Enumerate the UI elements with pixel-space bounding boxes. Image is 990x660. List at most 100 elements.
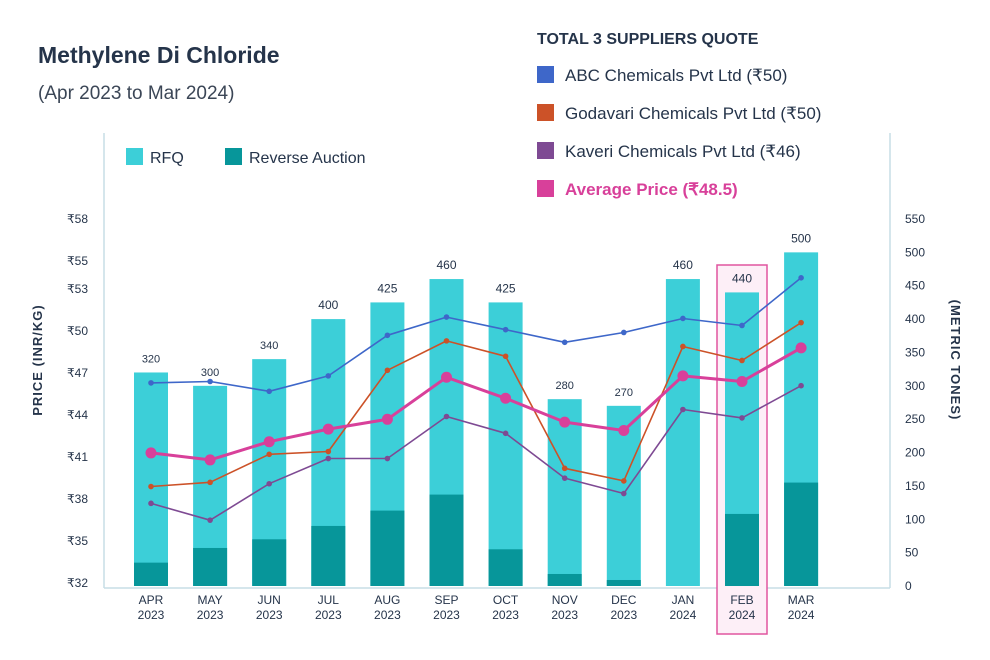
- x-tick-label-feb-2024: FEB 2024: [729, 593, 756, 622]
- point-godavari-chemicals-pvt-ltd-nov-2023: [561, 465, 568, 472]
- bar-reverse-auction-feb-2024: [725, 513, 759, 586]
- point-average-price-jul-2023: [322, 423, 334, 435]
- point-abc-chemicals-pvt-ltd-aug-2023: [384, 332, 391, 339]
- x-axis-ticks: APR 2023 MAY 2023 JUN 2023 JUL 2023 AUG 2023 SEP 20…: [138, 593, 815, 622]
- bar-reverse-auction-apr-2023: [134, 562, 168, 586]
- bar-label-apr-2023: 320: [142, 353, 160, 365]
- point-average-price-mar-2024: [795, 342, 807, 354]
- point-godavari-chemicals-pvt-ltd-feb-2024: [739, 357, 745, 364]
- point-average-price-oct-2023: [500, 392, 512, 404]
- legend-label-reverse-auction: Reverse Auction: [249, 150, 366, 167]
- point-abc-chemicals-pvt-ltd-may-2023: [207, 378, 213, 385]
- point-abc-chemicals-pvt-ltd-feb-2024: [739, 322, 745, 329]
- point-average-price-feb-2024: [736, 375, 748, 387]
- left-tick-label: ₹38: [67, 492, 88, 506]
- point-godavari-chemicals-pvt-ltd-sep-2023: [443, 338, 450, 344]
- point-kaveri-chemicals-pvt-ltd-jun-2023: [266, 480, 273, 487]
- right-tick-label: 550: [905, 212, 925, 226]
- x-tick-label-oct-2023: OCT 2023: [492, 593, 519, 622]
- point-abc-chemicals-pvt-ltd-sep-2023: [443, 314, 450, 320]
- line-godavari-chemicals-pvt-ltd: [150, 322, 802, 488]
- right-tick-label: 500: [905, 245, 925, 259]
- point-average-price-jun-2023: [263, 436, 275, 448]
- point-kaveri-chemicals-pvt-ltd-sep-2023: [443, 413, 450, 420]
- right-tick-label: 150: [905, 479, 925, 493]
- point-kaveri-chemicals-pvt-ltd-oct-2023: [502, 430, 509, 437]
- chart-title: Methylene Di Chloride: [38, 42, 280, 68]
- point-godavari-chemicals-pvt-ltd-jul-2023: [325, 448, 332, 455]
- x-tick-label-dec-2023: DEC 2023: [610, 593, 637, 622]
- bar-legend: RFQ Reverse Auction: [126, 148, 366, 167]
- point-godavari-chemicals-pvt-ltd-mar-2024: [798, 319, 804, 326]
- legend-label-rfq: RFQ: [150, 150, 184, 167]
- bar-reverse-auction-dec-2023: [606, 579, 641, 586]
- right-axis-ticks: 0 50 100 150 200 250 300 350 400 450 500 550: [905, 212, 925, 593]
- bar-label-jul-2023: 400: [318, 298, 338, 312]
- point-average-price-apr-2023: [145, 447, 157, 459]
- bar-rfq-oct-2023: [488, 302, 523, 586]
- bar-label-oct-2023: 425: [496, 281, 516, 295]
- left-tick-label: ₹53: [67, 282, 88, 296]
- bar-reverse-auction-mar-2024: [784, 482, 819, 586]
- bar-rfq-apr-2023: [134, 372, 168, 586]
- bar-label-feb-2024: 440: [732, 271, 752, 285]
- x-tick-label-mar-2024: MAR 2024: [788, 593, 815, 622]
- line-kaveri-chemicals-pvt-ltd: [150, 384, 802, 522]
- bar-label-nov-2023: 280: [556, 380, 574, 392]
- point-abc-chemicals-pvt-ltd-nov-2023: [561, 339, 568, 346]
- legend-label-godavari-chemicals-pvt-ltd: Godavari Chemicals Pvt Ltd (₹50): [565, 104, 821, 123]
- legend-swatch-rfq: [126, 148, 143, 165]
- point-average-price-sep-2023: [441, 371, 452, 383]
- bar-reverse-auction-jun-2023: [252, 539, 287, 586]
- x-tick-label-aug-2023: AUG 2023: [374, 593, 401, 622]
- point-godavari-chemicals-pvt-ltd-apr-2023: [148, 483, 154, 490]
- bar-label-dec-2023: 270: [615, 387, 633, 399]
- legend-swatch-kaveri-chemicals-pvt-ltd: [537, 142, 554, 159]
- legend-swatch-reverse-auction: [225, 148, 242, 165]
- point-average-price-jan-2024: [677, 370, 689, 382]
- point-godavari-chemicals-pvt-ltd-dec-2023: [621, 478, 627, 484]
- x-tick-label-jun-2023: JUN 2023: [256, 593, 283, 622]
- point-average-price-nov-2023: [559, 416, 571, 428]
- legend-title: TOTAL 3 SUPPLIERS QUOTE: [537, 31, 759, 48]
- chart-subtitle: (Apr 2023 to Mar 2024): [38, 83, 234, 104]
- left-tick-label: ₹58: [67, 212, 88, 226]
- right-tick-label: 200: [905, 446, 925, 460]
- point-godavari-chemicals-pvt-ltd-oct-2023: [502, 353, 509, 360]
- left-axis-label: PRICE (INR/KG): [30, 304, 45, 416]
- point-kaveri-chemicals-pvt-ltd-dec-2023: [621, 490, 627, 497]
- line-legend: ABC Chemicals Pvt Ltd (₹50) Godavari Chem…: [537, 66, 821, 199]
- point-kaveri-chemicals-pvt-ltd-jan-2024: [680, 406, 686, 413]
- point-kaveri-chemicals-pvt-ltd-apr-2023: [148, 500, 154, 507]
- point-abc-chemicals-pvt-ltd-jan-2024: [680, 315, 686, 322]
- right-tick-label: 0: [905, 579, 912, 593]
- point-godavari-chemicals-pvt-ltd-may-2023: [207, 479, 213, 486]
- right-tick-label: 300: [905, 379, 925, 393]
- left-tick-label: ₹55: [67, 254, 88, 268]
- line-average-price: [150, 346, 802, 462]
- legend-label-average-price: Average Price (₹48.5): [565, 180, 738, 199]
- bar-label-may-2023: 300: [201, 367, 219, 379]
- point-abc-chemicals-pvt-ltd-oct-2023: [502, 326, 509, 333]
- point-kaveri-chemicals-pvt-ltd-aug-2023: [384, 455, 391, 462]
- x-tick-label-sep-2023: SEP 2023: [433, 593, 460, 622]
- bar-reverse-auction-nov-2023: [547, 573, 582, 586]
- x-tick-label-nov-2023: NOV 2023: [551, 593, 578, 622]
- point-abc-chemicals-pvt-ltd-jul-2023: [325, 373, 332, 379]
- bar-rfq-nov-2023: [547, 399, 582, 586]
- lines: [145, 275, 807, 523]
- point-kaveri-chemicals-pvt-ltd-nov-2023: [561, 475, 568, 481]
- point-abc-chemicals-pvt-ltd-dec-2023: [621, 329, 627, 336]
- left-tick-label: ₹47: [67, 366, 88, 380]
- bar-label-sep-2023: 460: [436, 258, 456, 272]
- bar-reverse-auction-aug-2023: [370, 510, 405, 586]
- bar-label-mar-2024: 500: [791, 231, 811, 245]
- point-abc-chemicals-pvt-ltd-jun-2023: [266, 388, 273, 395]
- bar-labels: 320 300 340 400 425 460 425 280 270 460 440 500: [142, 231, 812, 398]
- bar-rfq-jan-2024: [665, 279, 700, 586]
- right-tick-label: 450: [905, 279, 925, 293]
- right-tick-label: 400: [905, 312, 925, 326]
- legend-label-abc-chemicals-pvt-ltd: ABC Chemicals Pvt Ltd (₹50): [565, 66, 787, 85]
- x-tick-label-jul-2023: JUL 2023: [315, 593, 342, 622]
